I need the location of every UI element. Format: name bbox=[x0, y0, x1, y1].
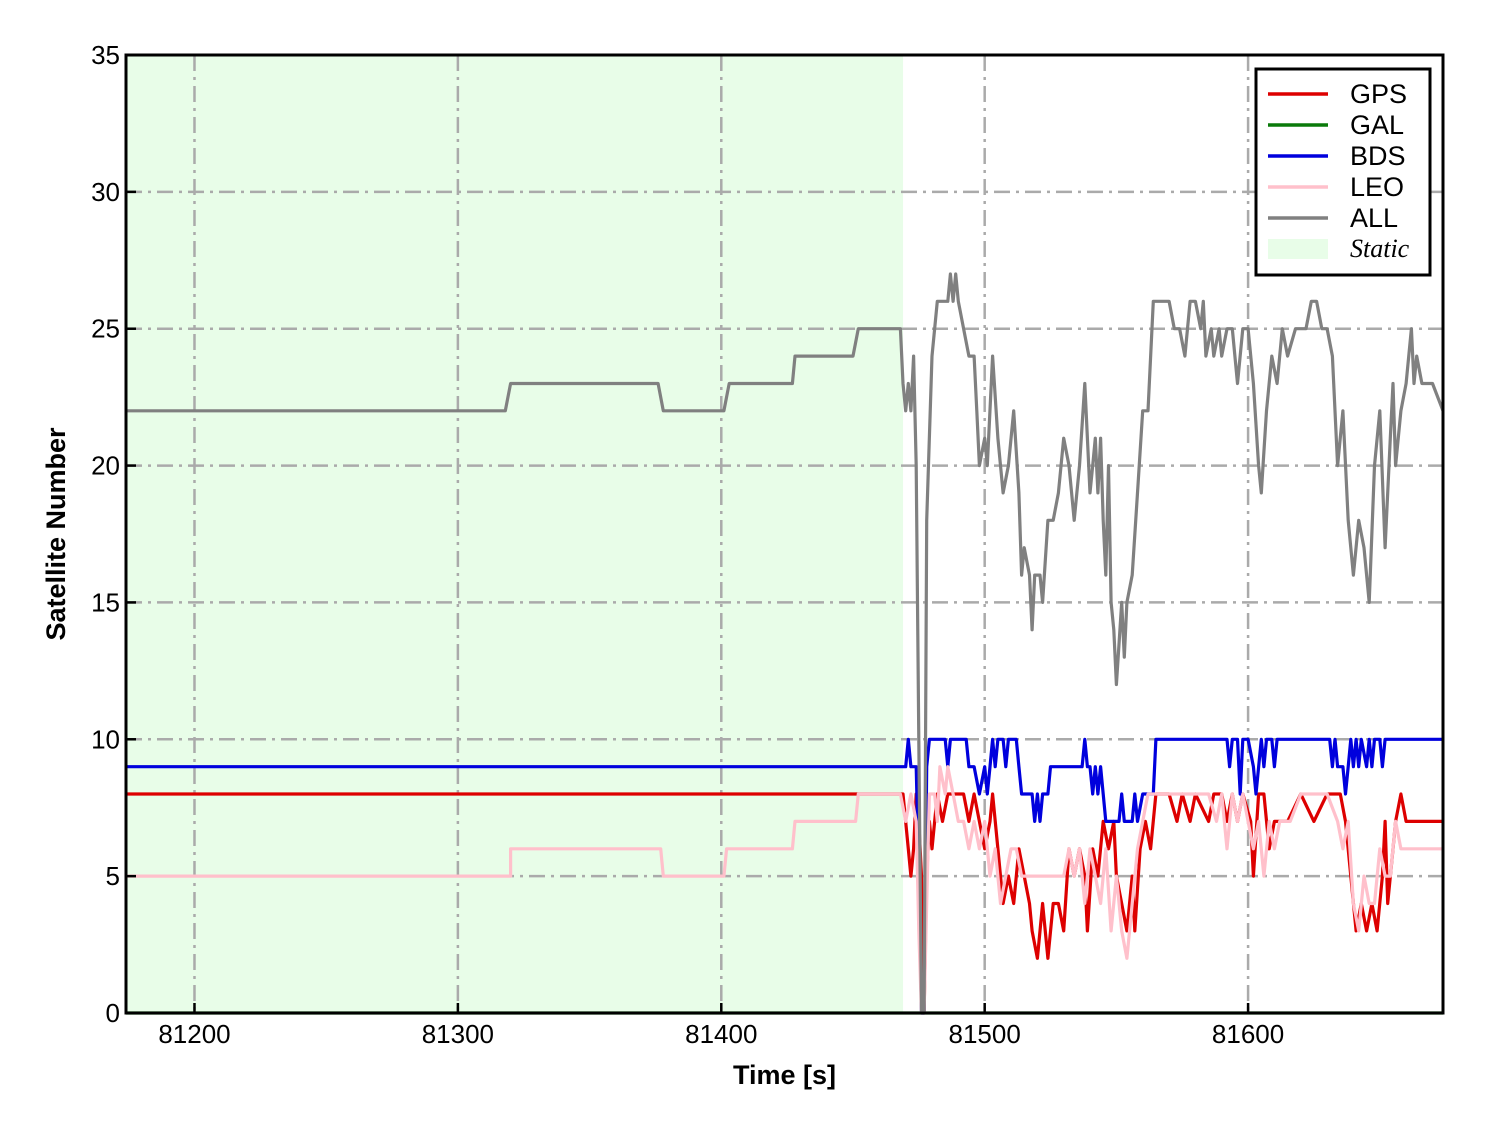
plot-frame bbox=[124, 53, 1445, 1015]
y-tick-label: 25 bbox=[91, 314, 120, 344]
x-tick-label: 81600 bbox=[1212, 1019, 1284, 1049]
y-tick-label: 15 bbox=[91, 587, 120, 617]
static-region-fill bbox=[126, 55, 904, 1013]
legend-label-leo: LEO bbox=[1350, 172, 1404, 202]
y-tick-label: 10 bbox=[91, 724, 120, 754]
x-axis-title: Time [s] bbox=[733, 1060, 836, 1090]
series-line-bds bbox=[126, 737, 1443, 1015]
x-tick-label: 81500 bbox=[949, 1019, 1021, 1049]
x-tick-label: 81300 bbox=[422, 1019, 494, 1049]
legend-label-bds: BDS bbox=[1350, 141, 1406, 171]
legend-label-gps: GPS bbox=[1350, 79, 1407, 109]
grid-lines bbox=[126, 55, 1443, 1013]
static-shaded-region bbox=[126, 55, 904, 1013]
y-tick-label: 5 bbox=[106, 861, 120, 891]
legend-label-static: Static bbox=[1350, 234, 1410, 263]
x-tick-label: 81200 bbox=[158, 1019, 230, 1049]
y-tick-label: 35 bbox=[91, 40, 120, 70]
axis-ticks: 81200 81300 81400 81500 81600 0 5 10 15 20 25 30 35 bbox=[91, 40, 1284, 1049]
x-tick-label: 81400 bbox=[685, 1019, 757, 1049]
series-line-all bbox=[126, 272, 1445, 1015]
y-tick-label: 0 bbox=[106, 998, 120, 1028]
y-tick-label: 20 bbox=[91, 451, 120, 481]
legend-label-all: ALL bbox=[1350, 203, 1398, 233]
legend-label-gal: GAL bbox=[1350, 110, 1404, 140]
y-axis-title: Satellite Number bbox=[41, 427, 71, 641]
legend-swatch-static bbox=[1268, 239, 1328, 259]
y-tick-label: 30 bbox=[91, 177, 120, 207]
